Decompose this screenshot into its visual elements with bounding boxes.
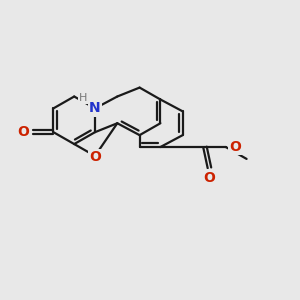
Text: O: O [18,125,30,139]
Text: O: O [203,171,215,185]
Text: O: O [230,140,241,154]
Text: N: N [89,101,101,116]
Text: O: O [89,150,101,164]
Text: H: H [79,93,87,103]
